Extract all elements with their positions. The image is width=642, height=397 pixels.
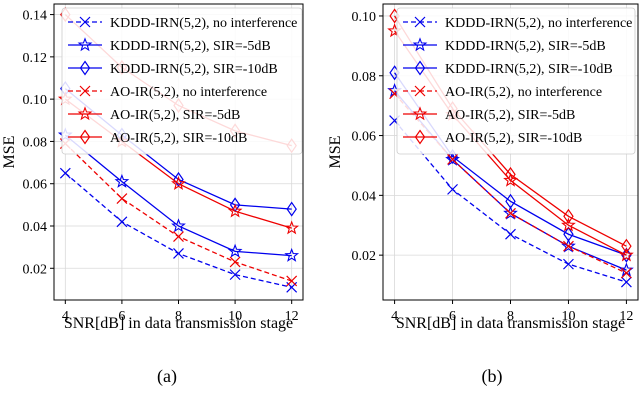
y-tick-label: 0.02: [352, 249, 377, 264]
legend-entry-6: AO-IR(5,2), SIR=-10dB: [445, 131, 582, 146]
legend-box: [61, 7, 303, 155]
legend-marker-3: [414, 60, 426, 76]
data-point: [227, 243, 243, 258]
data-point: [447, 154, 458, 165]
data-point: [114, 173, 130, 188]
x-tick-label: 4: [62, 309, 69, 324]
x-tick-label: 10: [228, 309, 242, 324]
data-point: [59, 167, 71, 179]
y-tick-label: 0.06: [352, 130, 377, 145]
data-point: [505, 193, 516, 209]
y-tick-label: 0.04: [352, 189, 377, 204]
legend-marker-2: [77, 37, 93, 52]
data-point: [229, 269, 241, 281]
x-tick-label: 6: [449, 309, 456, 324]
data-point: [620, 276, 632, 288]
chart-panel-a: 4 6 8 10 12 0.02 0.04 0.06 0.08 0.10 0.12 0.14 SNR[d…: [1, 3, 304, 387]
data-point: [505, 166, 516, 182]
data-point: [116, 216, 128, 228]
data-point: [116, 193, 128, 204]
legend-entry-4: AO-IR(5,2), no interference: [110, 85, 267, 100]
data-point: [505, 228, 516, 240]
data-point: [563, 208, 574, 224]
legend-entry-5: AO-IR(5,2), SIR=-5dB: [445, 108, 575, 123]
legend: KDDD-IRN(5,2), no interference KDDD-IRN(5…: [61, 7, 303, 155]
legend: KDDD-IRN(5,2), no interference KDDD-IRN(5…: [396, 7, 636, 155]
legend-entry-3: KDDD-IRN(5,2), SIR=-10dB: [110, 62, 278, 77]
legend-marker-4: [79, 85, 91, 97]
data-point: [563, 226, 574, 242]
x-tick-label: 6: [118, 309, 125, 324]
y-tick-label: 0.08: [352, 70, 377, 85]
x-axis-label: SNR[dB] in data transmission stage: [396, 315, 625, 332]
data-point: [173, 248, 184, 259]
x-tick-label: 8: [507, 309, 514, 324]
x-axis-label: SNR[dB] in data transmission stage: [64, 315, 293, 332]
data-point: [284, 247, 300, 262]
y-tick-label: 0.06: [23, 178, 48, 193]
legend-marker-1: [79, 16, 91, 28]
y-tick-label: 0.02: [23, 262, 48, 277]
x-tick-label: 12: [285, 309, 299, 324]
legend-entry-1: KDDD-IRN(5,2), no interference: [445, 16, 632, 31]
y-tick-label: 0.04: [23, 220, 48, 235]
legend-marker-3: [79, 60, 91, 76]
legend-marker-5: [77, 106, 93, 121]
y-tick-label: 0.10: [352, 10, 377, 25]
y-axis-label: MSE: [1, 136, 18, 169]
data-point: [286, 201, 297, 217]
data-point: [503, 205, 518, 220]
legend-marker-6: [414, 129, 426, 145]
data-point: [447, 183, 458, 195]
legend-entry-6: AO-IR(5,2), SIR=-10dB: [110, 131, 247, 146]
data-point: [171, 218, 186, 233]
data-point: [171, 175, 186, 191]
legend-entry-2: KDDD-IRN(5,2), SIR=-5dB: [110, 39, 271, 54]
x-tick-label: 12: [619, 309, 633, 324]
legend-marker-6: [79, 129, 91, 145]
legend-entry-4: AO-IR(5,2), no interference: [445, 85, 602, 100]
x-tick-label: 4: [391, 309, 398, 324]
panel-caption: (a): [157, 366, 177, 387]
data-point: [620, 267, 632, 279]
series-line-2: [64, 134, 292, 257]
data-point: [563, 258, 574, 270]
data-point: [619, 247, 634, 262]
legend-entry-3: KDDD-IRN(5,2), SIR=-10dB: [445, 62, 613, 77]
data-point: [505, 207, 516, 219]
data-point: [621, 238, 632, 254]
data-point: [227, 203, 243, 218]
y-tick-label: 0.10: [23, 93, 48, 108]
legend-entry-5: AO-IR(5,2), SIR=-5dB: [110, 108, 240, 123]
y-tick-label: 0.14: [23, 9, 48, 24]
panel-caption: (b): [482, 366, 503, 387]
data-point: [563, 240, 574, 252]
y-tick-label: 0.08: [23, 135, 48, 150]
legend-marker-2: [412, 37, 428, 52]
y-tick-label: 0.12: [23, 51, 48, 66]
legend-entry-1: KDDD-IRN(5,2), no interference: [110, 16, 297, 31]
x-tick-label: 8: [175, 309, 182, 324]
y-axis-label: MSE: [327, 136, 344, 169]
data-point: [286, 275, 298, 287]
x-tick-label: 10: [561, 309, 575, 324]
data-point: [284, 220, 300, 235]
legend-marker-1: [414, 16, 426, 28]
legend-box: [396, 7, 636, 155]
data-point: [173, 231, 184, 242]
legend-entry-2: KDDD-IRN(5,2), SIR=-5dB: [445, 39, 606, 54]
data-point: [229, 256, 241, 268]
chart-panel-b: 4 6 8 10 12 0.02 0.04 0.06 0.08 0.10 SNR[dB] in da…: [327, 3, 639, 387]
legend-marker-4: [414, 85, 426, 97]
data-point: [561, 217, 576, 232]
legend-marker-5: [412, 106, 428, 121]
